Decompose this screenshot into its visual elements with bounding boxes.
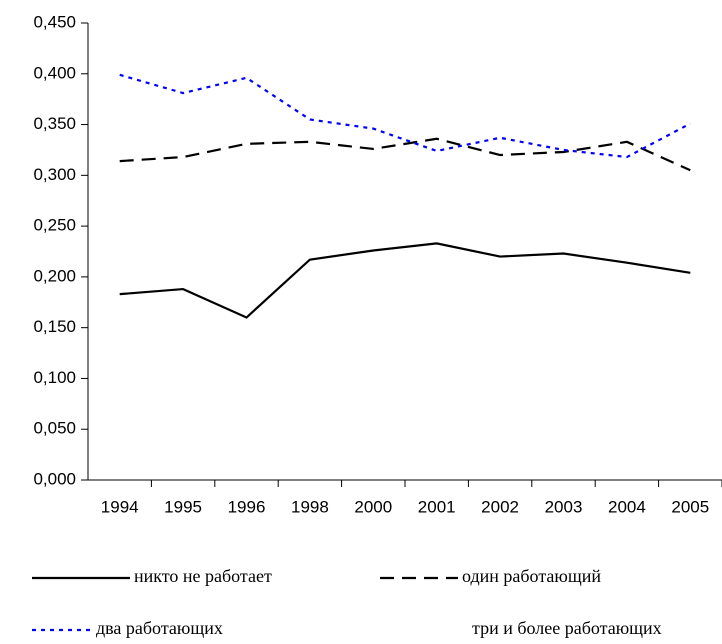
x-tick-label: 1996 (228, 497, 266, 516)
y-tick-label: 0,050 (33, 419, 76, 438)
x-tick-label: 2000 (354, 497, 392, 516)
x-tick-label: 2001 (418, 497, 456, 516)
x-tick-label: 1995 (164, 497, 202, 516)
x-tick-label: 1998 (291, 497, 329, 516)
x-tick-label: 2005 (671, 497, 709, 516)
y-tick-label: 0,200 (33, 266, 76, 285)
x-tick-label: 2002 (481, 497, 519, 516)
y-tick-label: 0,350 (33, 114, 76, 133)
legend-label: никто не работает (134, 566, 272, 586)
legend-label: три и более работающих (472, 618, 662, 638)
series-line (119, 137, 691, 172)
x-tick-label: 1994 (101, 497, 139, 516)
y-tick-label: 0,150 (33, 317, 76, 336)
y-tick-label: 0,450 (33, 12, 76, 31)
y-tick-label: 0,400 (33, 63, 76, 82)
y-tick-label: 0,100 (33, 368, 76, 387)
x-tick-label: 2003 (545, 497, 583, 516)
legend-label: два работающих (96, 618, 223, 638)
series-line (119, 242, 691, 319)
x-tick-label: 2004 (608, 497, 646, 516)
y-tick-label: 0,300 (33, 165, 76, 184)
y-tick-label: 0,250 (33, 216, 76, 235)
legend-label: один работающий (462, 566, 601, 586)
y-tick-label: 0,000 (33, 469, 76, 488)
